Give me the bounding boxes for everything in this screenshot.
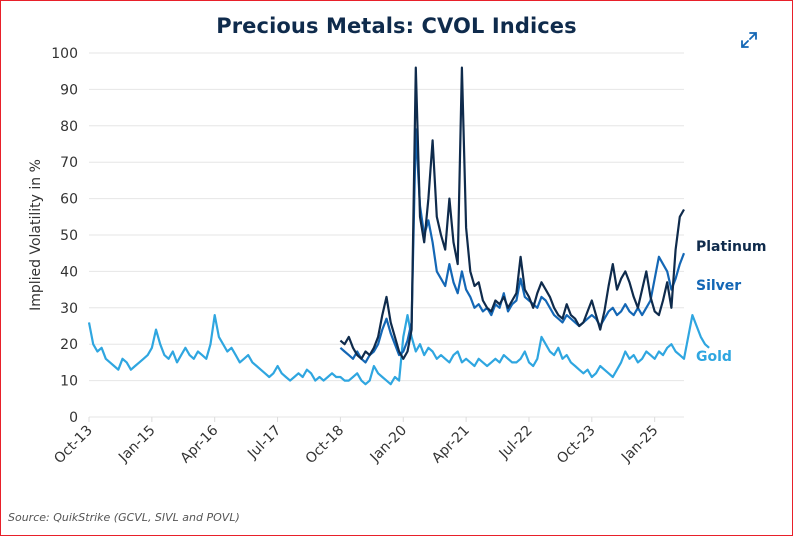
legend-label-platinum: Platinum	[696, 239, 767, 255]
gridlines	[89, 52, 684, 418]
y-tick-label: 90	[60, 82, 78, 98]
y-tick-label: 20	[60, 337, 78, 353]
series-lines	[87, 66, 710, 386]
x-tick-label: Jan-25	[618, 423, 661, 466]
chart-title: Precious Metals: CVOL Indices	[216, 14, 577, 38]
chart-plot: 0 10 20 30 40 50 60 70 80 90 100 Oct-13 Jan-15 Apr-1…	[28, 46, 767, 467]
y-tick-label: 70	[60, 155, 78, 171]
series-line-silver	[339, 128, 686, 364]
y-axis-ticks: 0 10 20 30 40 50 60 70 80 90 100	[51, 46, 78, 426]
x-tick-label: Jul-17	[244, 423, 284, 463]
x-tick-label: Oct-13	[51, 423, 96, 468]
y-axis-label: Implied Volatility in %	[28, 159, 44, 311]
series-line-gold	[87, 314, 710, 386]
x-tick-label: Oct-23	[554, 423, 599, 468]
y-tick-label: 50	[60, 228, 78, 244]
y-tick-label: 10	[60, 374, 78, 390]
y-tick-label: 30	[60, 301, 78, 317]
x-tick-label: Jan-15	[115, 423, 158, 466]
y-tick-label: 80	[60, 119, 78, 135]
y-tick-label: 100	[51, 46, 78, 62]
x-tick-label: Jul-22	[496, 423, 536, 463]
legend-label-silver: Silver	[696, 278, 741, 294]
x-tick-label: Oct-18	[303, 423, 348, 468]
x-axis-ticks: Oct-13 Jan-15 Apr-16 Jul-17 Oct-18 Jan-20 Apr-…	[51, 417, 661, 467]
y-tick-label: 40	[60, 264, 78, 280]
y-tick-label: 0	[69, 410, 78, 426]
x-tick-label: Apr-21	[429, 423, 473, 467]
series-line-platinum	[339, 66, 685, 360]
y-tick-label: 60	[60, 192, 78, 208]
legend: Platinum Silver Gold	[696, 239, 767, 365]
x-tick-label: Apr-16	[178, 422, 222, 466]
source-note: Source: QuikStrike (GCVL, SIVL and POVL)	[8, 511, 240, 524]
x-tick-label: Jan-20	[367, 423, 410, 466]
expand-arrows-icon[interactable]	[740, 31, 758, 49]
legend-label-gold: Gold	[696, 349, 732, 365]
